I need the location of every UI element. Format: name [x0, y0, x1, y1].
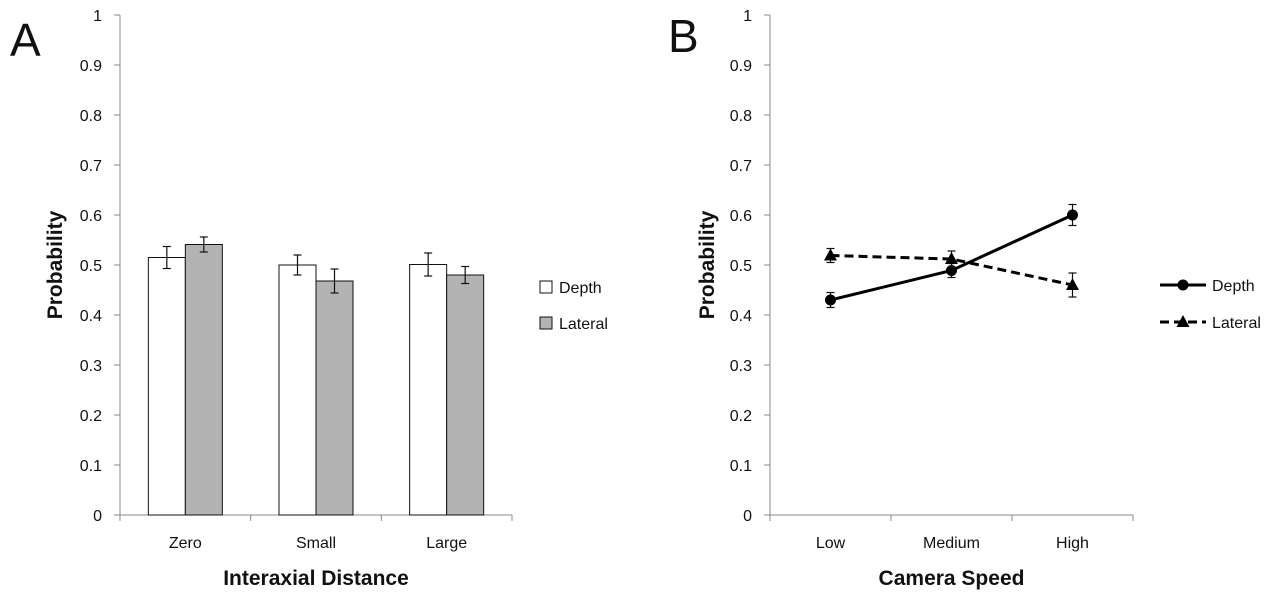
- x-tick-label: High: [1056, 535, 1089, 552]
- x-tick-label: Zero: [169, 535, 202, 552]
- legend-label-lateral: Lateral: [1212, 315, 1261, 332]
- legend-swatch-depth: [539, 280, 553, 294]
- y-tick-label: 0.7: [80, 158, 102, 175]
- legend-label-lateral: Lateral: [559, 316, 608, 333]
- bar-lateral-zero: [184, 244, 223, 516]
- legend-marker-depth: [1177, 279, 1189, 291]
- legend-swatch-lateral: [539, 316, 553, 330]
- y-tick-label: 0.4: [730, 308, 752, 325]
- panel-b: B 0 0.1 0.2 0.3 0.4 0.5 0.6 0.7 0.8 0.9 1 Low Medium H…: [668, 8, 1261, 590]
- y-tick-label: 1: [93, 8, 102, 25]
- x-tick-label: Low: [816, 535, 846, 552]
- bar-depth-zero: [147, 257, 186, 516]
- bar-depth-small: [278, 264, 317, 516]
- legend-label-depth: Depth: [1212, 278, 1255, 295]
- y-tick-label: 0.8: [730, 108, 752, 125]
- bar-lateral-large: [446, 274, 485, 516]
- y-tick-label: 0: [93, 508, 102, 525]
- panel-a: A 0 0.1 0.2 0.3 0.4 0.5 0.6 0.7 0.8 0.9 1 Zero Small L…: [10, 8, 608, 590]
- y-tick-label: 0.3: [730, 358, 752, 375]
- y-tick-label: 0.1: [730, 458, 752, 475]
- x-axis-title: Camera Speed: [879, 567, 1025, 590]
- y-tick-label: 0.4: [80, 308, 102, 325]
- marker-lateral-high: [1066, 278, 1079, 290]
- series-line-lateral: [830, 254, 1073, 287]
- y-axis-title: Probability: [44, 210, 67, 319]
- bar-depth-large: [409, 264, 448, 516]
- y-tick-label: 0.8: [80, 108, 102, 125]
- marker-depth-medium: [946, 265, 957, 276]
- panel-letter: A: [10, 14, 41, 66]
- bar-lateral-small: [315, 280, 354, 516]
- marker-lateral-low: [824, 248, 837, 261]
- marker-depth-high: [1067, 209, 1078, 221]
- x-tick-label: Small: [296, 535, 336, 552]
- y-tick-label: 0.5: [730, 258, 752, 275]
- y-tick-label: 0.3: [80, 358, 102, 375]
- y-tick-label: 0.7: [730, 158, 752, 175]
- y-tick-label: 0.1: [80, 458, 102, 475]
- marker-lateral-medium: [945, 252, 958, 264]
- y-tick-label: 0.6: [730, 208, 752, 225]
- y-tick-label: 0.6: [80, 208, 102, 225]
- x-axis-title: Interaxial Distance: [223, 567, 409, 590]
- y-tick-label: 0.2: [730, 408, 752, 425]
- x-tick-label: Large: [426, 535, 467, 552]
- y-tick-label: 0.9: [80, 58, 102, 75]
- y-tick-label: 0.9: [730, 58, 752, 75]
- y-tick-label: 0: [743, 508, 752, 525]
- panel-letter: B: [668, 10, 699, 62]
- legend-marker-lateral: [1176, 315, 1190, 327]
- legend-label-depth: Depth: [559, 280, 602, 297]
- y-axis-title: Probability: [696, 210, 719, 319]
- y-tick-label: 0.5: [80, 258, 102, 275]
- x-tick-label: Medium: [923, 535, 980, 552]
- y-tick-label: 0.2: [80, 408, 102, 425]
- marker-depth-low: [825, 294, 836, 306]
- y-tick-label: 1: [743, 8, 752, 25]
